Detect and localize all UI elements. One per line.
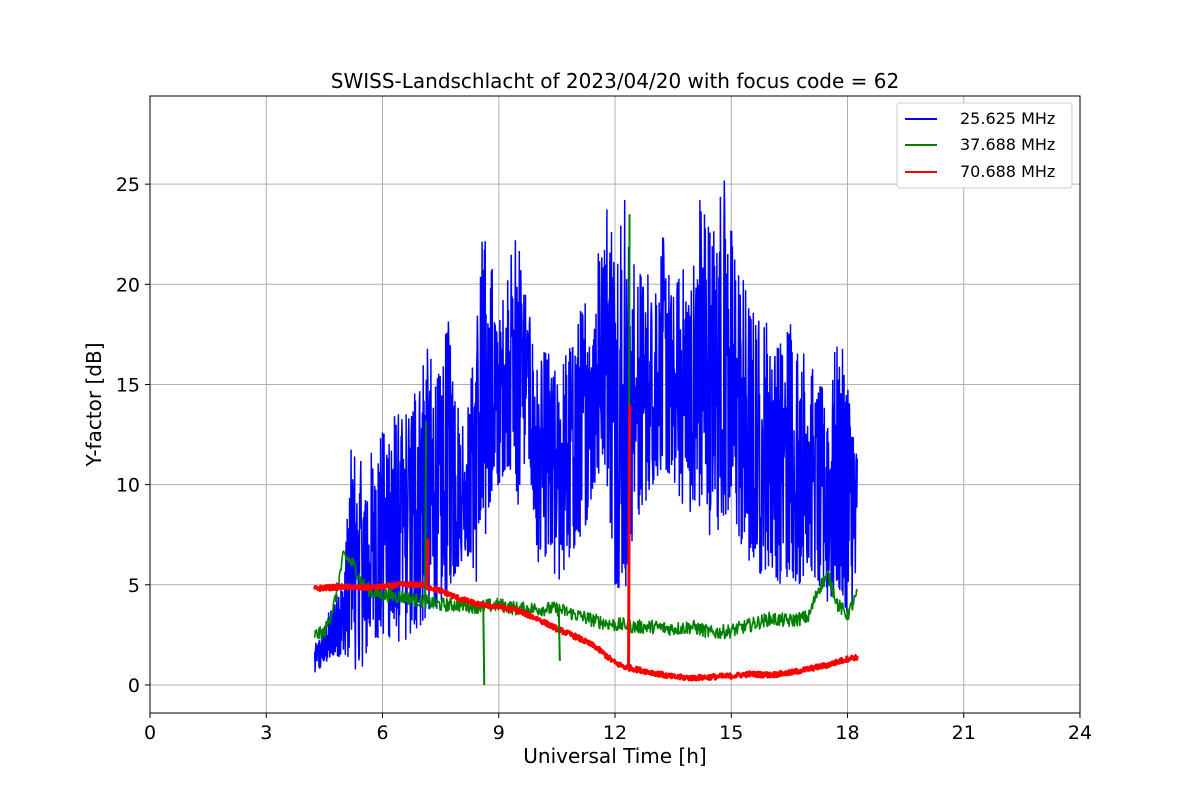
series-spike xyxy=(425,538,430,587)
series-spike xyxy=(424,420,428,602)
y-tick-label: 25 xyxy=(116,174,140,196)
x-tick-label: 0 xyxy=(144,722,156,744)
series-spike xyxy=(627,404,632,668)
y-tick-label: 15 xyxy=(116,374,140,396)
plot-series xyxy=(313,180,859,685)
ticks: 0 3 6 9 12 15 18 21 24 0 5 10 15 20 25 xyxy=(116,174,1092,744)
series-line-37-688 xyxy=(313,550,858,641)
legend: 25.625 MHz 37.688 MHz 70.688 MHz xyxy=(896,102,1073,189)
series-spike xyxy=(557,609,561,661)
y-tick-label: 20 xyxy=(116,274,140,296)
legend-label-series-3: 70.688 MHz xyxy=(960,162,1055,181)
y-tick-label: 0 xyxy=(128,675,140,697)
y-tick-label: 10 xyxy=(116,475,140,497)
x-tick-label: 15 xyxy=(719,722,743,744)
x-tick-label: 6 xyxy=(376,722,388,744)
series-line-70-688 xyxy=(313,580,859,682)
legend-label-series-1: 25.625 MHz xyxy=(960,109,1055,128)
x-tick-label: 9 xyxy=(493,722,505,744)
x-tick-label: 21 xyxy=(952,722,976,744)
x-tick-label: 18 xyxy=(835,722,859,744)
x-tick-label: 12 xyxy=(603,722,627,744)
series-spike xyxy=(482,606,486,685)
y-tick-label: 5 xyxy=(128,575,140,597)
x-tick-label: 24 xyxy=(1068,722,1092,744)
legend-label-series-2: 37.688 MHz xyxy=(960,135,1055,154)
x-axis-title: Universal Time [h] xyxy=(523,744,706,768)
y-axis-title: Y-factor [dB] xyxy=(82,342,106,467)
legend-box xyxy=(896,102,1073,189)
chart-title: SWISS-Landschlacht of 2023/04/20 with fo… xyxy=(331,69,899,93)
x-tick-label: 3 xyxy=(260,722,272,744)
series-line-25-625 xyxy=(313,180,858,673)
